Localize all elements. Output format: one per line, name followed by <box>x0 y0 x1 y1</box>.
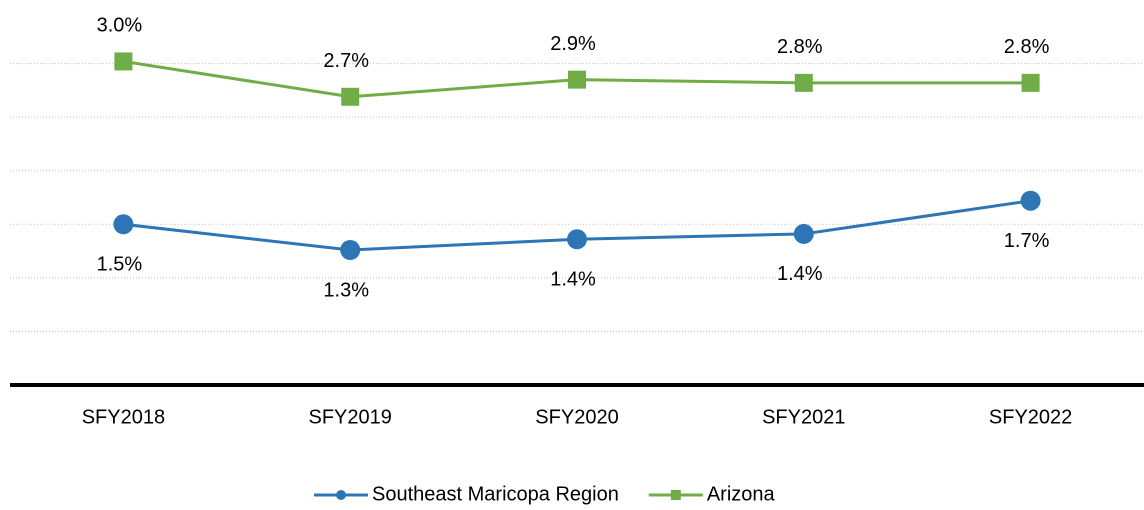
x-tick-label: SFY2021 <box>762 406 845 428</box>
data-label: 2.8% <box>777 36 823 58</box>
data-label: 1.3% <box>323 279 369 301</box>
x-tick-label: SFY2022 <box>989 406 1072 428</box>
point <box>1020 190 1041 211</box>
x-tick-label: SFY2019 <box>309 406 392 428</box>
point <box>794 73 813 92</box>
data-label: 3.0% <box>97 15 143 37</box>
point <box>340 240 361 260</box>
point <box>567 229 587 250</box>
legend: Southeast Maricopa Region Arizona <box>314 483 776 505</box>
data-label: 2.9% <box>550 33 596 55</box>
data-label: 1.5% <box>97 254 143 276</box>
x-tick-label: SFY2020 <box>535 406 618 428</box>
data-label: 1.7% <box>1004 230 1050 252</box>
data-label: 1.4% <box>777 263 823 285</box>
legend-marker <box>670 490 681 500</box>
data-label: 2.8% <box>1004 36 1050 58</box>
legend-label: Southeast Maricopa Region <box>372 483 619 505</box>
point <box>1021 73 1040 92</box>
point <box>793 223 814 244</box>
x-tick-label: SFY2018 <box>82 406 165 428</box>
point <box>341 87 360 106</box>
legend-marker <box>336 490 346 500</box>
point <box>568 70 586 89</box>
point <box>113 214 134 235</box>
point <box>114 52 133 71</box>
legend-label: Arizona <box>707 483 776 505</box>
data-label: 1.4% <box>550 269 596 291</box>
data-label: 2.7% <box>323 50 369 72</box>
